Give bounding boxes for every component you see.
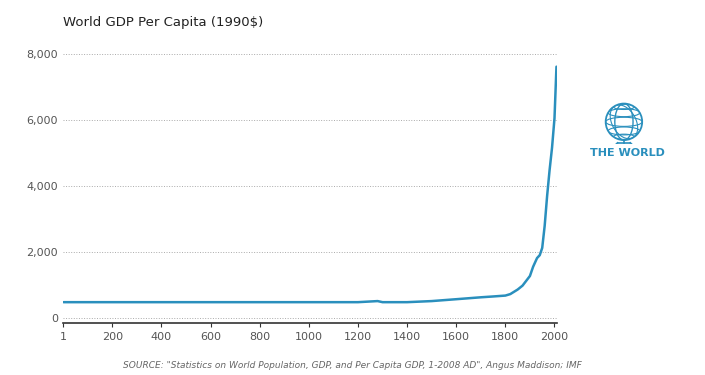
Text: THE WORLD: THE WORLD [590,148,665,158]
Text: SOURCE: "Statistics on World Population, GDP, and Per Capita GDP, 1-2008 AD", An: SOURCE: "Statistics on World Population,… [123,360,582,369]
Text: World GDP Per Capita (1990$): World GDP Per Capita (1990$) [63,16,264,29]
